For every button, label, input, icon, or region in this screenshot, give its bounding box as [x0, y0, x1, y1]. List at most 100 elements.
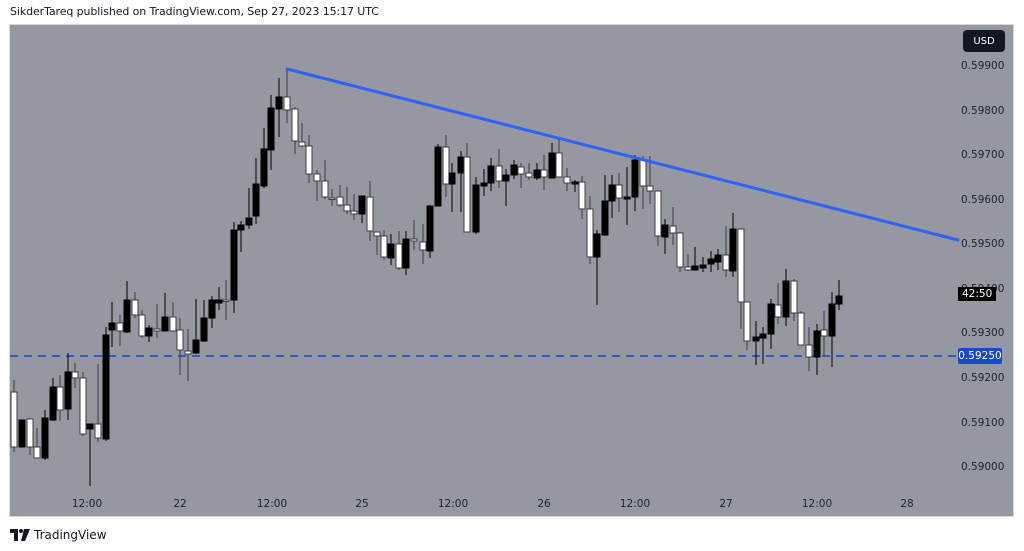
- tradingview-brand: TradingView: [34, 528, 107, 542]
- candle: [480, 169, 488, 196]
- candle: [729, 213, 737, 277]
- descending-trendline[interactable]: [285, 67, 960, 242]
- candle: [426, 205, 434, 258]
- time-tick-label: 28: [900, 498, 914, 510]
- candle: [661, 219, 669, 254]
- candle: [10, 380, 18, 452]
- candle: [586, 196, 594, 264]
- candle: [502, 169, 510, 206]
- time-tick-label: 12:00: [619, 498, 651, 510]
- candle: [434, 144, 442, 207]
- time-tick-label: 12:00: [256, 498, 288, 510]
- candle: [743, 301, 751, 350]
- candle: [472, 177, 480, 234]
- horizontal-line-price-label: 0.59250: [958, 348, 1002, 364]
- price-tick-label: 0.59300: [961, 327, 1005, 339]
- candle: [26, 418, 34, 455]
- candle: [176, 318, 184, 375]
- publication-attribution: SikderTareq published on TradingView.com…: [10, 5, 379, 18]
- candle: [835, 280, 843, 310]
- candle: [495, 149, 503, 188]
- price-tick-label: 0.59600: [961, 194, 1005, 206]
- candle: [457, 151, 465, 212]
- time-tick-label: 12:00: [71, 498, 103, 510]
- candle: [714, 249, 722, 270]
- candle: [373, 231, 381, 255]
- candle: [442, 135, 450, 197]
- candle: [548, 143, 556, 179]
- candle: [252, 158, 260, 224]
- candle: [639, 156, 647, 209]
- candle: [153, 304, 161, 338]
- time-tick-label: 25: [355, 498, 369, 510]
- time-tick-label: 12:00: [801, 498, 833, 510]
- candle: [767, 299, 775, 349]
- candle: [631, 155, 639, 211]
- candle: [56, 375, 64, 421]
- candle: [540, 155, 548, 190]
- candle: [328, 189, 336, 206]
- candle: [463, 143, 471, 233]
- candle: [260, 128, 268, 188]
- candle: [676, 232, 684, 272]
- candle: [321, 160, 329, 199]
- candle: [593, 230, 601, 305]
- candle: [86, 423, 94, 486]
- candle: [684, 254, 692, 271]
- candle: [525, 163, 533, 180]
- candle: [184, 329, 192, 381]
- candle: [169, 302, 177, 332]
- candle: [123, 281, 131, 333]
- candle: [222, 280, 230, 320]
- candle: [94, 364, 102, 442]
- candle: [691, 247, 699, 271]
- time-tick-label: 12:00: [437, 498, 469, 510]
- candle: [752, 321, 760, 365]
- candle: [79, 372, 87, 436]
- candle: [563, 168, 571, 191]
- candle: [828, 292, 836, 367]
- candle: [820, 311, 828, 356]
- candle: [18, 419, 26, 448]
- candle: [387, 234, 395, 265]
- candle: [108, 302, 116, 347]
- candle: [102, 327, 110, 441]
- time-tick-label: 26: [537, 498, 551, 510]
- candle: [608, 175, 616, 218]
- candle: [275, 78, 283, 137]
- candle: [395, 231, 403, 270]
- price-tick-label: 0.59000: [961, 461, 1005, 473]
- tradingview-logo-icon: [10, 529, 30, 541]
- candle: [131, 292, 139, 318]
- candle: [291, 107, 299, 154]
- candle: [774, 283, 782, 324]
- candle: [350, 194, 358, 220]
- price-tick-label: 0.59700: [961, 149, 1005, 161]
- price-tick-label: 0.59100: [961, 417, 1005, 429]
- candle: [49, 378, 57, 421]
- candle: [759, 327, 767, 364]
- candle: [517, 163, 525, 188]
- currency-button[interactable]: USD: [963, 30, 1005, 52]
- candle: [237, 221, 245, 252]
- candle: [782, 269, 790, 326]
- candle: [245, 188, 253, 229]
- footer-branding[interactable]: TradingView: [10, 528, 107, 542]
- candle: [305, 135, 313, 183]
- candle: [313, 170, 321, 201]
- price-tick-label: 0.59500: [961, 238, 1005, 250]
- time-tick-label: 22: [173, 498, 187, 510]
- time-tick-label: 27: [719, 498, 733, 510]
- chart-pane[interactable]: [9, 24, 1014, 517]
- candle: [737, 228, 745, 329]
- candle: [805, 327, 813, 371]
- candle: [646, 156, 654, 204]
- candle: [161, 293, 169, 332]
- candle: [138, 310, 146, 338]
- candle: [298, 123, 306, 147]
- candle: [215, 287, 223, 310]
- candle: [623, 167, 631, 225]
- price-tick-label: 0.59800: [961, 105, 1005, 117]
- price-tick-label: 0.59900: [961, 60, 1005, 72]
